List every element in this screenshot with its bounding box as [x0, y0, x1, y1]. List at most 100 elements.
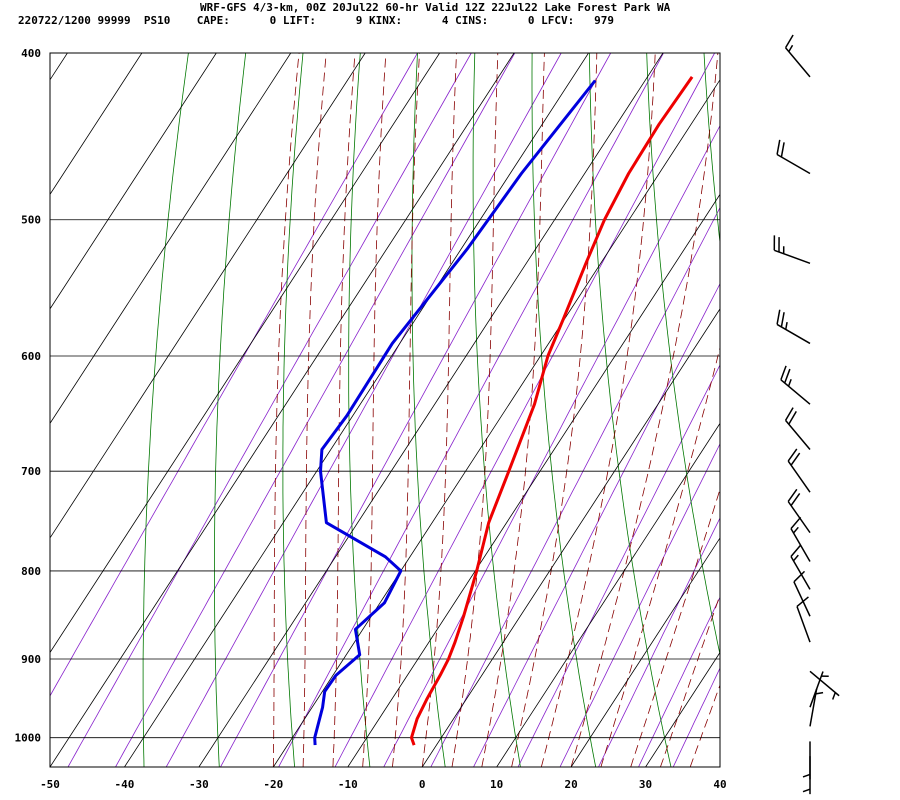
moist-adiabat-line — [481, 53, 545, 767]
isotherm-line — [272, 79, 720, 767]
temperature-tick-label: -50 — [40, 778, 60, 791]
mixing-ratio-line — [598, 517, 720, 767]
mixing-ratio-line — [334, 53, 716, 767]
wind-barb — [776, 139, 811, 175]
mixing-ratio-lines — [50, 53, 720, 767]
isotherm-line — [645, 651, 720, 767]
wind-barb — [784, 34, 811, 78]
temperature-tick-label: 10 — [490, 778, 503, 791]
moist-adiabat-line — [362, 53, 387, 767]
mixing-ratio-line — [672, 667, 720, 767]
pressure-tick-labels: 400 500 600 700 800 900 1000 — [15, 47, 42, 745]
isotherm-line — [496, 422, 720, 767]
moist-adiabat-line — [451, 53, 499, 767]
moist-adiabat-line — [332, 53, 356, 767]
mixing-ratio-line — [638, 596, 720, 767]
moist-adiabat-line — [600, 346, 720, 767]
dry-adiabat-line — [646, 53, 720, 657]
moist-adiabat-line — [660, 593, 720, 767]
isotherm-line — [50, 53, 68, 81]
moist-adiabat-line — [570, 53, 719, 767]
dry-adiabat-line — [703, 53, 720, 246]
mixing-ratio-line — [559, 442, 720, 767]
wind-barb — [784, 407, 811, 450]
mixing-ratio-line — [165, 53, 562, 767]
isotherm-line — [719, 766, 720, 767]
moist-adiabat-line — [392, 53, 420, 767]
wind-barb — [790, 516, 811, 562]
isotherm-line — [124, 53, 590, 767]
dry-adiabats — [142, 15, 900, 767]
wind-barb — [796, 596, 811, 643]
wind-barb — [793, 570, 811, 617]
wind-barb — [776, 309, 811, 345]
wind-barb — [809, 670, 840, 700]
mixing-ratio-line — [220, 53, 612, 767]
temperature-tick-label: -30 — [189, 778, 209, 791]
wind-barb — [809, 688, 824, 727]
temperature-tick-label: -20 — [263, 778, 283, 791]
dry-adiabat-line — [213, 53, 247, 767]
wind-barb — [802, 741, 811, 780]
mixing-ratio-line — [473, 282, 720, 767]
wind-barb — [809, 671, 829, 708]
isotherm-line — [198, 53, 664, 767]
mixing-ratio-line — [115, 53, 516, 767]
moist-adiabat-line — [630, 487, 720, 767]
isobar-lines — [50, 52, 720, 739]
temperature-tick-label: 0 — [419, 778, 426, 791]
isotherm-line — [50, 53, 292, 425]
wind-barb — [790, 544, 811, 590]
temperature-tick-label: 30 — [639, 778, 652, 791]
moist-adiabat-line — [302, 53, 327, 767]
pressure-tick-label: 400 — [21, 47, 41, 60]
temperature-tick-label: 20 — [564, 778, 577, 791]
wind-barb — [787, 488, 811, 534]
moist-adiabat-line — [719, 765, 720, 767]
chart-title: WRF-GFS 4/3-km, 00Z 20Jul22 60-hr Valid … — [200, 1, 671, 14]
isotherm-line — [347, 193, 720, 767]
wind-barb — [773, 235, 811, 264]
mixing-ratio-line — [430, 206, 720, 767]
sounding-traces — [313, 76, 694, 746]
temperature-tick-labels: -50 -40 -30 -20 -10 0 10 20 30 40 — [40, 778, 727, 791]
moist-adiabat-line — [421, 53, 457, 767]
mixing-ratio-line — [517, 364, 720, 767]
moist-adiabat-line — [272, 53, 300, 767]
isotherm-line — [0, 15, 18, 767]
dry-adiabat-line — [142, 53, 189, 767]
temperature-tick-label: -40 — [115, 778, 135, 791]
isotherm-line — [50, 53, 441, 654]
wind-barb — [780, 365, 811, 405]
dry-adiabat-line — [472, 53, 521, 767]
dry-adiabat-line — [282, 53, 304, 767]
mixing-ratio-line — [278, 53, 664, 767]
isotherm-line — [421, 308, 720, 767]
pressure-tick-label: 800 — [21, 565, 41, 578]
chart-header: WRF-GFS 4/3-km, 00Z 20Jul22 60-hr Valid … — [0, 0, 900, 32]
temperature-tick-label: -10 — [338, 778, 358, 791]
isotherm-line — [50, 53, 366, 539]
temperature-tick-label: 40 — [713, 778, 726, 791]
dry-adiabat-line — [758, 15, 897, 767]
dewpoint-trace — [313, 79, 597, 746]
mixing-ratio-line — [67, 53, 472, 767]
stability-indices: 220722/1200 99999 PS10 CAPE: 0 LIFT: 9 K… — [18, 14, 615, 27]
temperature-trace — [410, 76, 694, 746]
isotherm-line — [50, 53, 515, 767]
moist-adiabat-line — [540, 53, 656, 767]
pressure-tick-label: 700 — [21, 465, 41, 478]
wind-barb — [802, 756, 811, 795]
mixing-ratio-line — [383, 124, 720, 767]
moist-adiabats — [272, 15, 900, 767]
dry-adiabat-line — [531, 53, 597, 767]
isotherm-line — [50, 53, 143, 196]
moist-adiabat-line — [511, 53, 598, 767]
isotherm-line — [570, 537, 720, 767]
pressure-tick-label: 1000 — [15, 732, 42, 745]
wind-barb — [787, 448, 811, 493]
dry-adiabat-line — [871, 15, 900, 767]
moist-adiabat-line — [750, 15, 900, 767]
plot-frame — [49, 52, 721, 768]
